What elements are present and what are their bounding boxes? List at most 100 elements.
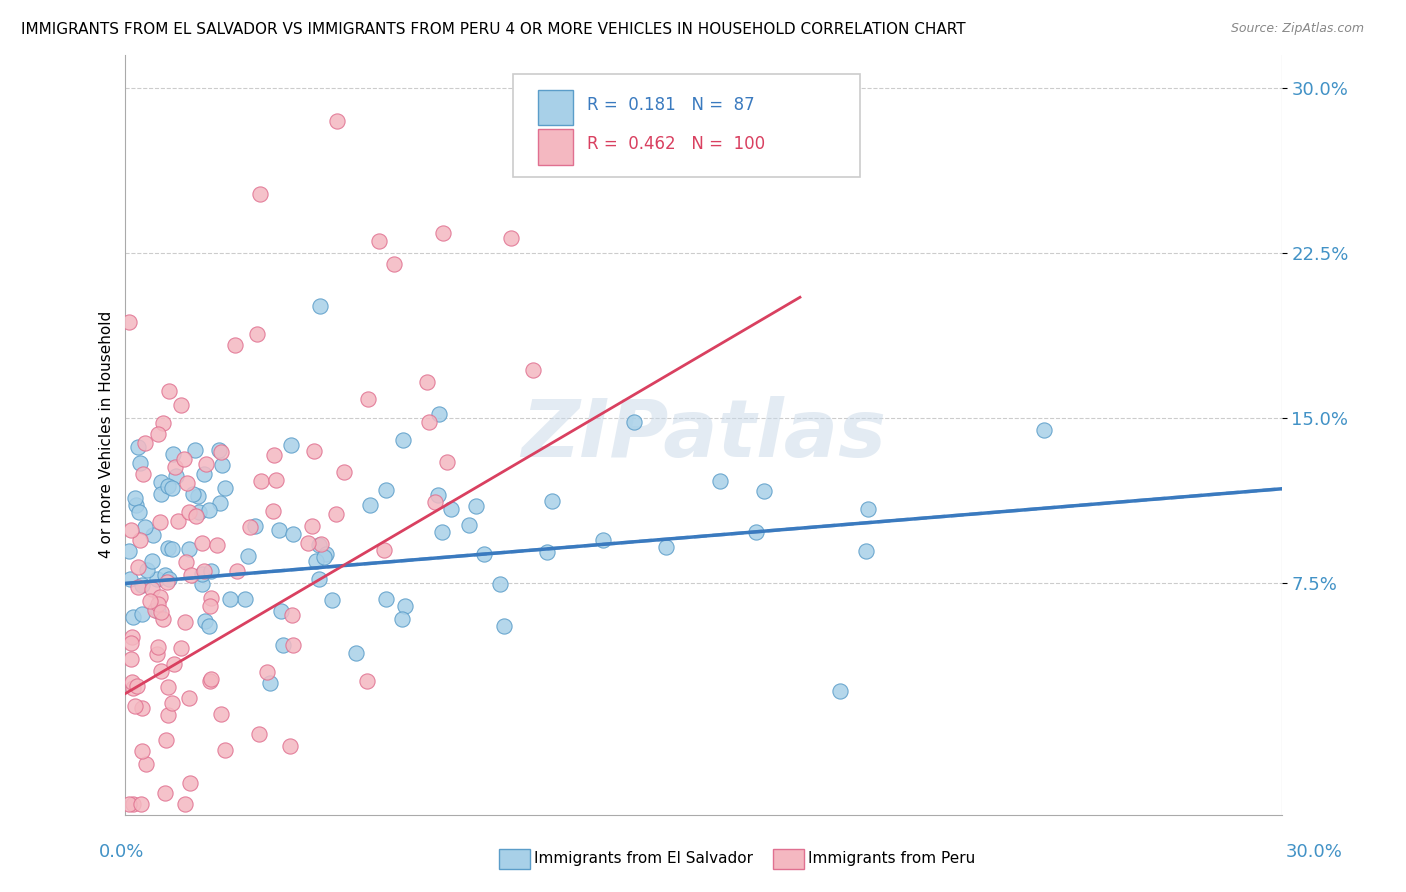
Point bbox=[148, 426, 170, 441]
Point bbox=[124, 491, 146, 505]
Point bbox=[125, 679, 148, 693]
Point bbox=[179, 775, 201, 789]
Point bbox=[155, 733, 177, 747]
Point bbox=[143, 603, 166, 617]
Point bbox=[326, 114, 349, 128]
Point bbox=[181, 487, 204, 501]
Point bbox=[198, 619, 221, 633]
Point bbox=[135, 757, 157, 772]
Point bbox=[373, 542, 395, 557]
Point bbox=[415, 376, 437, 390]
Point bbox=[200, 564, 222, 578]
Point bbox=[789, 92, 811, 106]
Point bbox=[146, 647, 169, 661]
Point bbox=[828, 683, 851, 698]
Point bbox=[121, 681, 143, 695]
Point bbox=[127, 559, 149, 574]
Point bbox=[391, 612, 413, 626]
Point bbox=[150, 487, 173, 501]
Point bbox=[488, 576, 510, 591]
Point bbox=[305, 554, 328, 568]
Point bbox=[173, 615, 195, 630]
Point bbox=[194, 614, 217, 628]
Point bbox=[191, 577, 214, 591]
Point bbox=[146, 597, 169, 611]
Point bbox=[129, 797, 152, 811]
Point bbox=[149, 515, 172, 529]
Point bbox=[427, 488, 450, 502]
Text: Immigrants from El Salvador: Immigrants from El Salvador bbox=[534, 852, 754, 866]
Point bbox=[302, 444, 325, 458]
Point bbox=[149, 591, 172, 605]
Point bbox=[211, 458, 233, 473]
Point bbox=[134, 435, 156, 450]
Point bbox=[271, 639, 294, 653]
Point bbox=[134, 520, 156, 534]
Point bbox=[170, 398, 193, 412]
Point bbox=[180, 567, 202, 582]
Point bbox=[122, 797, 145, 811]
Point bbox=[146, 604, 169, 618]
Point bbox=[321, 593, 343, 607]
Point bbox=[235, 591, 257, 606]
Point bbox=[297, 536, 319, 550]
Point bbox=[131, 607, 153, 621]
Point bbox=[394, 599, 416, 613]
Point bbox=[118, 797, 141, 811]
Point bbox=[177, 691, 200, 706]
Point bbox=[193, 467, 215, 482]
Point bbox=[184, 443, 207, 458]
Point bbox=[121, 630, 143, 644]
Point bbox=[263, 448, 285, 462]
Point bbox=[309, 299, 332, 313]
Point bbox=[198, 599, 221, 613]
Point bbox=[142, 528, 165, 542]
Point bbox=[173, 797, 195, 811]
Text: R =  0.462   N =  100: R = 0.462 N = 100 bbox=[586, 135, 765, 153]
Point bbox=[209, 445, 232, 459]
Point bbox=[128, 456, 150, 470]
Point bbox=[124, 498, 146, 512]
Point bbox=[425, 495, 447, 509]
Point bbox=[391, 433, 413, 447]
Point bbox=[176, 476, 198, 491]
Point bbox=[440, 502, 463, 516]
Text: Immigrants from Peru: Immigrants from Peru bbox=[808, 852, 976, 866]
Point bbox=[152, 612, 174, 626]
Point bbox=[281, 638, 304, 652]
Point bbox=[239, 520, 262, 534]
Bar bbox=[538, 90, 572, 126]
Y-axis label: 4 or more Vehicles in Household: 4 or more Vehicles in Household bbox=[100, 311, 114, 558]
Point bbox=[458, 517, 481, 532]
Point bbox=[374, 483, 396, 498]
Text: R =  0.181   N =  87: R = 0.181 N = 87 bbox=[586, 95, 755, 113]
Point bbox=[156, 574, 179, 589]
Point bbox=[173, 451, 195, 466]
Point bbox=[200, 672, 222, 686]
Point bbox=[150, 605, 173, 619]
Point bbox=[359, 498, 381, 512]
Point bbox=[208, 496, 231, 510]
Point bbox=[124, 699, 146, 714]
Point bbox=[122, 609, 145, 624]
Point bbox=[129, 533, 152, 547]
Point bbox=[163, 657, 186, 672]
Point bbox=[118, 544, 141, 558]
Point bbox=[375, 592, 398, 607]
Point bbox=[472, 548, 495, 562]
Text: Source: ZipAtlas.com: Source: ZipAtlas.com bbox=[1230, 22, 1364, 36]
Point bbox=[157, 708, 180, 723]
Point bbox=[259, 675, 281, 690]
Point bbox=[218, 591, 240, 606]
Point bbox=[332, 465, 354, 479]
Point bbox=[499, 231, 522, 245]
Point bbox=[709, 474, 731, 488]
Point bbox=[146, 640, 169, 654]
Point bbox=[207, 538, 229, 552]
Point bbox=[745, 525, 768, 540]
Text: IMMIGRANTS FROM EL SALVADOR VS IMMIGRANTS FROM PERU 4 OR MORE VEHICLES IN HOUSEH: IMMIGRANTS FROM EL SALVADOR VS IMMIGRANT… bbox=[21, 22, 966, 37]
Point bbox=[855, 543, 877, 558]
Point bbox=[280, 739, 302, 754]
Point bbox=[536, 545, 558, 559]
Point bbox=[150, 665, 173, 679]
